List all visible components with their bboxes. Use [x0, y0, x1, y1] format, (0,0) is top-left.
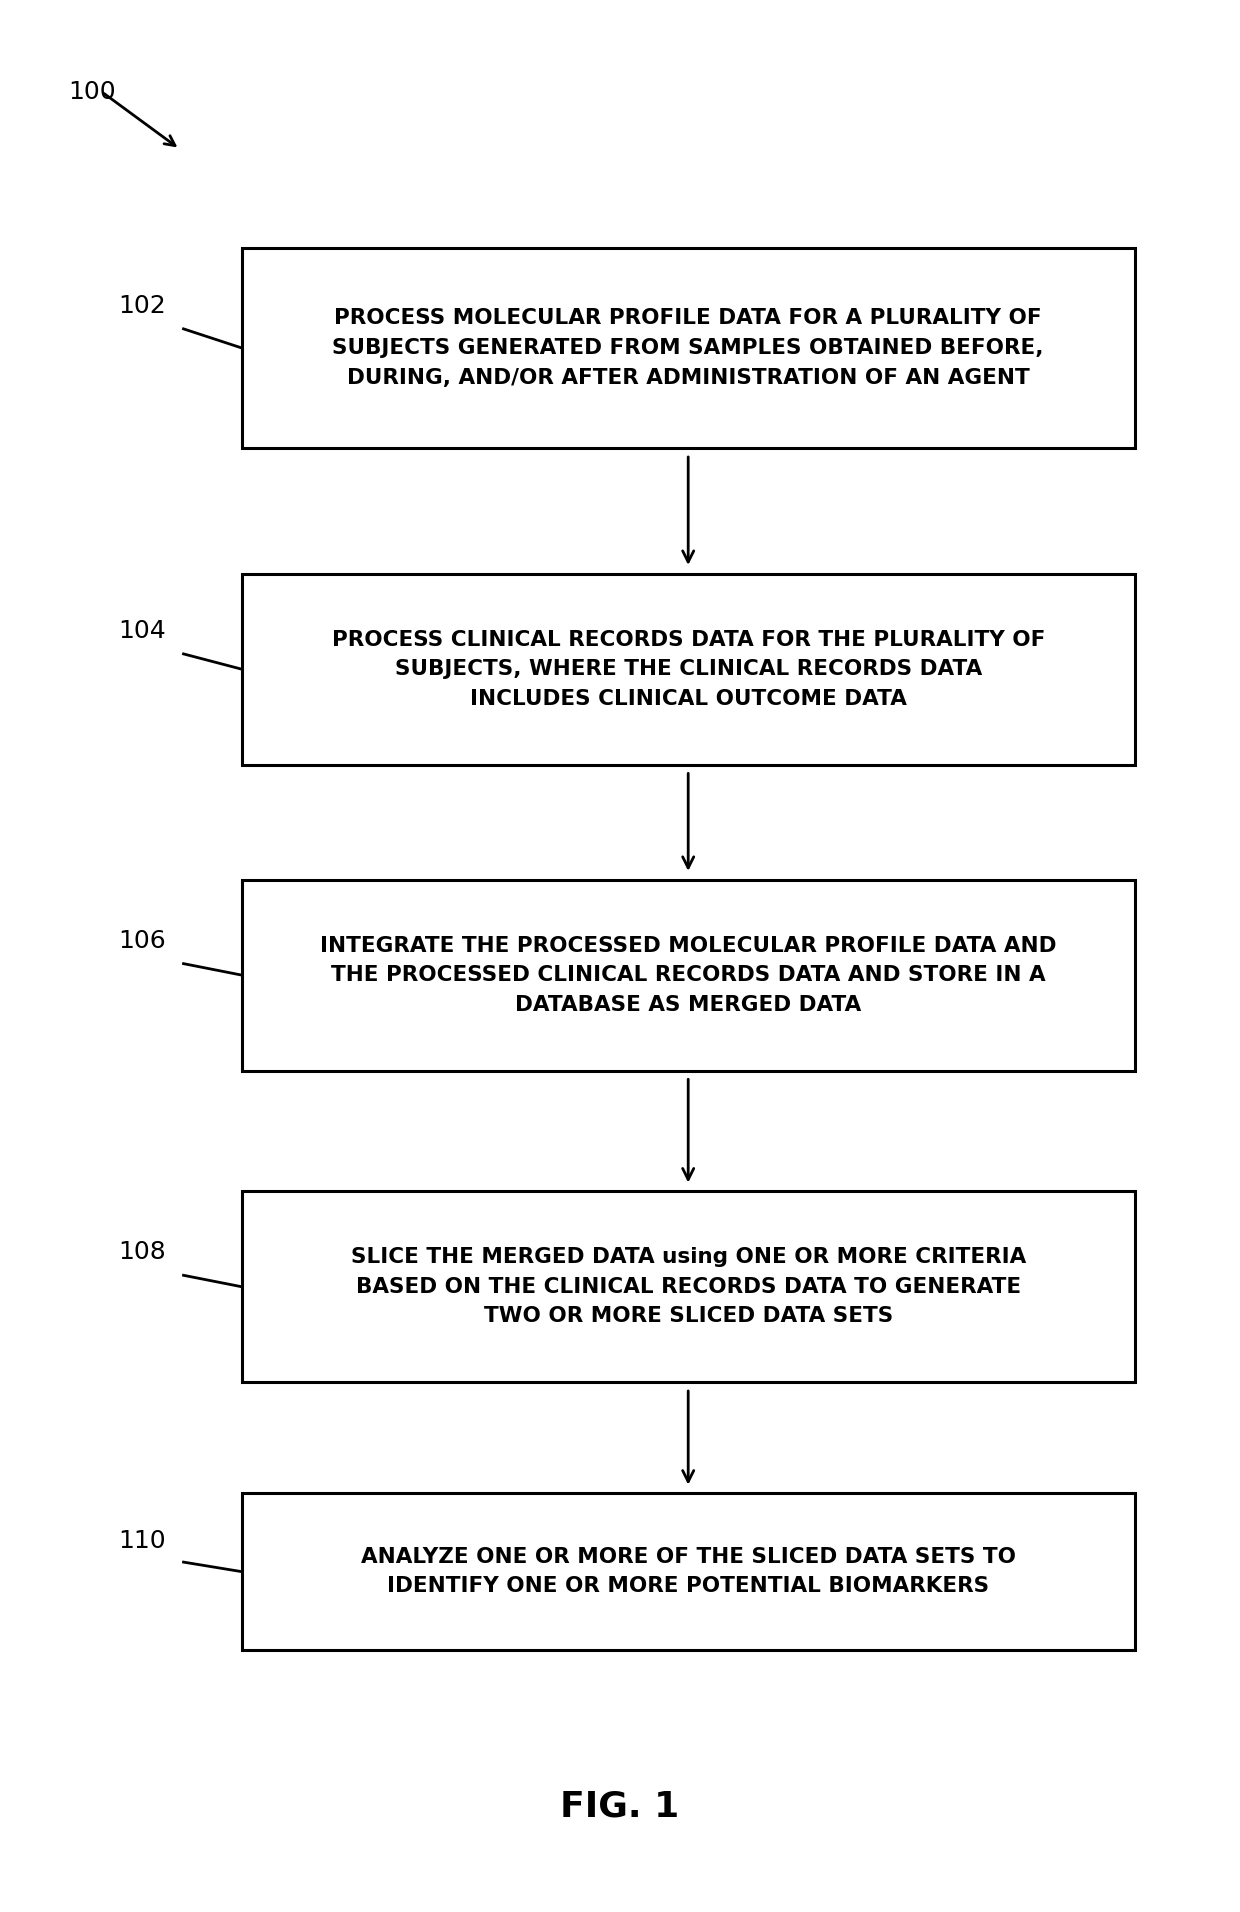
FancyBboxPatch shape	[242, 1493, 1135, 1650]
Text: PROCESS CLINICAL RECORDS DATA FOR THE PLURALITY OF
SUBJECTS, WHERE THE CLINICAL : PROCESS CLINICAL RECORDS DATA FOR THE PL…	[331, 629, 1045, 709]
Text: FIG. 1: FIG. 1	[560, 1790, 680, 1824]
Text: 106: 106	[118, 929, 166, 952]
Text: PROCESS MOLECULAR PROFILE DATA FOR A PLURALITY OF
SUBJECTS GENERATED FROM SAMPLE: PROCESS MOLECULAR PROFILE DATA FOR A PLU…	[332, 308, 1044, 388]
Text: 104: 104	[118, 619, 166, 642]
Text: 108: 108	[118, 1241, 166, 1264]
Text: SLICE THE MERGED DATA using ONE OR MORE CRITERIA
BASED ON THE CLINICAL RECORDS D: SLICE THE MERGED DATA using ONE OR MORE …	[351, 1247, 1025, 1327]
Text: 102: 102	[118, 294, 166, 317]
FancyBboxPatch shape	[242, 574, 1135, 765]
Text: INTEGRATE THE PROCESSED MOLECULAR PROFILE DATA AND
THE PROCESSED CLINICAL RECORD: INTEGRATE THE PROCESSED MOLECULAR PROFIL…	[320, 935, 1056, 1015]
Text: 100: 100	[68, 80, 115, 105]
Text: 110: 110	[118, 1530, 165, 1553]
FancyBboxPatch shape	[242, 1191, 1135, 1382]
FancyBboxPatch shape	[242, 880, 1135, 1071]
FancyBboxPatch shape	[242, 249, 1135, 449]
Text: ANALYZE ONE OR MORE OF THE SLICED DATA SETS TO
IDENTIFY ONE OR MORE POTENTIAL BI: ANALYZE ONE OR MORE OF THE SLICED DATA S…	[361, 1547, 1016, 1597]
